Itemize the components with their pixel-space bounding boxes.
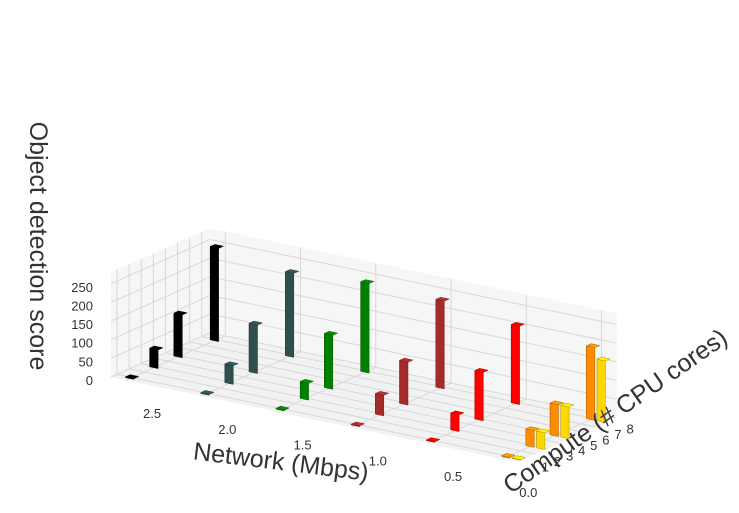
chart-bars <box>124 244 612 461</box>
bar <box>525 426 541 448</box>
side-gridline-score <box>110 313 211 359</box>
side-gridline-score <box>110 332 211 378</box>
floor-gridline-network <box>351 382 452 428</box>
floor-gridline-cores <box>129 368 536 455</box>
bar <box>124 374 140 380</box>
x-tick-label: 0.5 <box>444 469 462 484</box>
bar <box>425 437 441 443</box>
floor-gridline-cores <box>153 357 560 444</box>
z-tick-label: 250 <box>71 280 93 295</box>
y-tick-label: 6 <box>602 432 609 447</box>
floor-gridline-cores <box>177 346 585 433</box>
bar <box>284 269 300 358</box>
floor-gridline-cores <box>116 373 524 460</box>
floor-gridline-network <box>125 335 226 381</box>
floor-gridline-cores <box>141 363 548 450</box>
x-tick-label: 2.5 <box>143 406 161 421</box>
y-tick-label: 3 <box>566 449 573 464</box>
bar <box>350 421 366 428</box>
side-gridline-score <box>110 239 211 285</box>
back-gridline-score <box>210 294 617 381</box>
bar <box>248 320 264 374</box>
z-axis-title: Object detection score <box>24 122 52 371</box>
bar <box>449 410 465 432</box>
bar <box>510 322 526 405</box>
y-tick-label: 2 <box>554 454 561 469</box>
floor-gridline-network <box>201 351 301 397</box>
bar <box>199 390 215 396</box>
bar <box>148 345 164 369</box>
chart-ticks: 0.0 0.5 1.0 1.5 2.0 2.5 1 2 3 4 5 6 7 8 0 50 100 150 200 25… <box>71 280 633 500</box>
bar <box>224 361 240 385</box>
bar <box>535 428 551 450</box>
side-gridline-score <box>110 294 211 341</box>
x-tick-label: 2.0 <box>218 422 236 437</box>
z-tick-label: 200 <box>71 298 93 313</box>
y-tick-label: 1 <box>542 459 549 474</box>
chart-gridlines <box>110 231 617 460</box>
z-tick-label: 150 <box>71 317 93 332</box>
y-tick-label: 4 <box>578 443 585 458</box>
back-gridline-score <box>210 257 617 344</box>
back-gridline-score <box>210 313 617 400</box>
bar <box>299 379 315 401</box>
bar <box>435 296 451 390</box>
y-tick-label: 8 <box>626 422 633 437</box>
bar <box>596 356 612 423</box>
x-tick-label: 1.0 <box>369 453 387 468</box>
back-gridline-score <box>210 332 617 419</box>
z-tick-label: 100 <box>71 336 93 351</box>
y-tick-label: 5 <box>590 438 597 453</box>
bar <box>374 391 390 417</box>
side-gridline-score <box>110 276 211 322</box>
bar <box>275 405 290 412</box>
bar <box>173 310 188 359</box>
x-tick-label: 1.5 <box>294 438 312 453</box>
z-tick-label: 50 <box>79 354 93 369</box>
floor-pane <box>111 332 617 463</box>
side-gridline-score <box>110 257 211 303</box>
y-tick-label: 7 <box>614 427 621 442</box>
x-axis-title: Network (Mbps) <box>192 437 371 486</box>
bar <box>398 357 414 406</box>
x-tick-label: 0.0 <box>519 485 537 500</box>
bar <box>500 453 516 459</box>
bar <box>474 368 489 422</box>
z-tick-label: 0 <box>86 373 93 388</box>
floor-gridline-network <box>502 414 602 460</box>
bar <box>511 455 527 461</box>
back-gridline-score <box>210 238 617 326</box>
bar <box>209 244 225 342</box>
bar <box>359 279 375 374</box>
floor-gridline-network <box>276 366 376 413</box>
bar <box>585 343 601 421</box>
bar <box>323 330 339 390</box>
side-pane <box>111 228 211 377</box>
back-gridline-score <box>210 276 617 363</box>
bar <box>559 402 575 440</box>
bar <box>549 400 565 437</box>
floor-gridline-network <box>426 398 527 444</box>
